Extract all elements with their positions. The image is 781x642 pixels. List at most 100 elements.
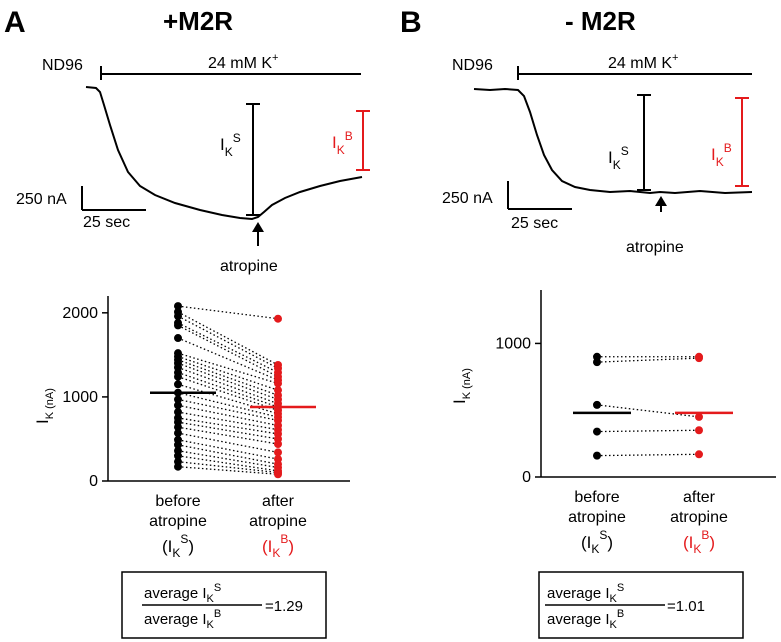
- panel-a-current-trace: [85, 86, 363, 221]
- panel-b-control-label: ND96: [452, 57, 493, 74]
- panel-a-atropine-label: atropine: [220, 258, 278, 275]
- panel-a-control-label: ND96: [42, 57, 83, 74]
- panel-a-point-before: [174, 312, 182, 321]
- panel-a-pair-line: [177, 404, 279, 427]
- arrow-up-icon: [252, 222, 264, 232]
- panel-b-category-after: after atropine (IKB): [670, 489, 728, 556]
- svg-text:(IKB): (IKB): [683, 528, 715, 556]
- panel-a-iks-label: IKS: [220, 131, 241, 159]
- panel-a-ratio-numerator: average IKS: [144, 582, 221, 605]
- panel-a-pair-line: [177, 466, 279, 475]
- panel-a-pair-line: [177, 322, 279, 374]
- svg-text:after: after: [683, 489, 716, 506]
- panel-a-point-after: [274, 448, 282, 457]
- svg-text:atropine: atropine: [249, 513, 307, 530]
- panel-a-pair-line: [177, 376, 279, 411]
- panel-a-point-before: [174, 321, 182, 330]
- panel-b-letter: B: [400, 6, 422, 39]
- svg-text:atropine: atropine: [149, 513, 207, 530]
- panel-a-pair-line: [177, 305, 279, 320]
- panel-a-pair-line: [177, 432, 279, 454]
- panel-b-current-trace: [473, 87, 753, 195]
- panel-b-iks-label: IKS: [608, 144, 629, 172]
- panel-a-pair-line: [177, 371, 279, 408]
- panel-b-point-before: [593, 427, 601, 436]
- svg-text:before: before: [574, 489, 619, 506]
- panel-b-point-after: [695, 426, 703, 435]
- panel-b-ylabel: IK (nA): [450, 368, 473, 404]
- panel-a-point-after: [274, 379, 282, 388]
- panel-a-pair-line: [177, 359, 279, 396]
- panel-a-pair-line: [177, 417, 279, 435]
- panel-a-point-before: [174, 334, 182, 343]
- panel-a-pair-line: [177, 315, 279, 369]
- panel-a-ratio-denominator: average IKB: [144, 608, 221, 631]
- panel-b-y-tick-label: 1000: [495, 335, 531, 352]
- panel-a-y-tick-label: 0: [89, 473, 98, 490]
- panel-a-scale-current-label: 250 nA: [16, 191, 67, 208]
- panel-b-paired-plot: 0 1000: [495, 290, 776, 486]
- panel-a-pair-line: [177, 421, 279, 440]
- panel-b-ratio-denominator: average IKB: [547, 608, 624, 631]
- panel-a-pair-line: [177, 426, 279, 445]
- panel-a-pair-line: [177, 411, 279, 431]
- panel-a-pair-line: [177, 455, 279, 472]
- panel-a-pair-line: [177, 362, 279, 401]
- panel-a-pair-line: [177, 392, 279, 418]
- panel-a-letter: A: [4, 6, 26, 39]
- svg-text:atropine: atropine: [670, 509, 728, 526]
- panel-b-point-after: [695, 450, 703, 459]
- panel-a-point-before: [174, 408, 182, 417]
- panel-a-pair-line: [177, 461, 279, 474]
- panel-a-pair-line: [177, 311, 279, 366]
- panel-a-pair-line: [177, 450, 279, 469]
- panel-b-ikb-label: IKB: [711, 141, 732, 169]
- panel-a-pair-line: [177, 398, 279, 422]
- panel-b-pair-line: [596, 429, 700, 433]
- panel-a-point-after: [274, 314, 282, 323]
- panel-a-pair-line: [177, 355, 279, 391]
- panel-a-paired-plot: 0 1000 2000: [62, 296, 350, 490]
- panel-a-category-after: after atropine (IKB): [249, 493, 307, 560]
- panel-a-pair-line: [177, 352, 279, 385]
- panel-b-pair-line: [596, 404, 700, 418]
- panel-a-point-before: [174, 429, 182, 438]
- svg-text:atropine: atropine: [568, 509, 626, 526]
- arrow-up-icon: [655, 196, 667, 206]
- panel-b-scale-time-label: 25 sec: [511, 215, 558, 232]
- svg-text:after: after: [262, 493, 295, 510]
- panel-a-point-before: [174, 302, 182, 311]
- panel-b-point-before: [593, 400, 601, 409]
- panel-a-pair-line: [177, 324, 279, 378]
- panel-a-point-before: [174, 423, 182, 432]
- panel-a-y-tick-label: 1000: [62, 389, 98, 406]
- panel-a-category-before: before atropine (IKS): [149, 493, 207, 560]
- panel-b-solution-label: 24 mM K+: [608, 52, 678, 72]
- panel-b-atropine-label: atropine: [626, 239, 684, 256]
- panel-b-category-before: before atropine (IKS): [568, 489, 626, 556]
- panel-b: B - M2R ND96 24 mM K+ IKS IKB 250 nA 25 …: [400, 6, 776, 639]
- svg-text:(IKS): (IKS): [162, 532, 194, 560]
- panel-a-solution-label: 24 mM K+: [208, 52, 278, 72]
- svg-text:(IKS): (IKS): [581, 528, 613, 556]
- panel-a-point-before: [174, 380, 182, 389]
- panel-b-point-before: [593, 358, 601, 367]
- panel-a-ikb-label: IKB: [332, 129, 353, 157]
- panel-b-title: - M2R: [565, 6, 636, 36]
- panel-a-ylabel: IK (nA): [33, 388, 56, 424]
- panel-a-title: +M2R: [163, 6, 233, 36]
- panel-a-point-before: [174, 395, 182, 404]
- panel-b-ratio-value: =1.01: [667, 598, 705, 615]
- panel-b-point-after: [695, 354, 703, 363]
- panel-a-point-before: [174, 462, 182, 471]
- panel-a-pair-line: [177, 366, 279, 405]
- panel-a-point-before: [174, 440, 182, 449]
- panel-a-scale-time-label: 25 sec: [83, 214, 130, 231]
- panel-a-point-before: [174, 451, 182, 460]
- panel-a-point-after: [274, 440, 282, 448]
- panel-a-ratio-value: =1.29: [265, 598, 303, 615]
- panel-b-scale-current-label: 250 nA: [442, 190, 493, 207]
- svg-text:before: before: [155, 493, 200, 510]
- panel-a-point-after: [274, 470, 282, 479]
